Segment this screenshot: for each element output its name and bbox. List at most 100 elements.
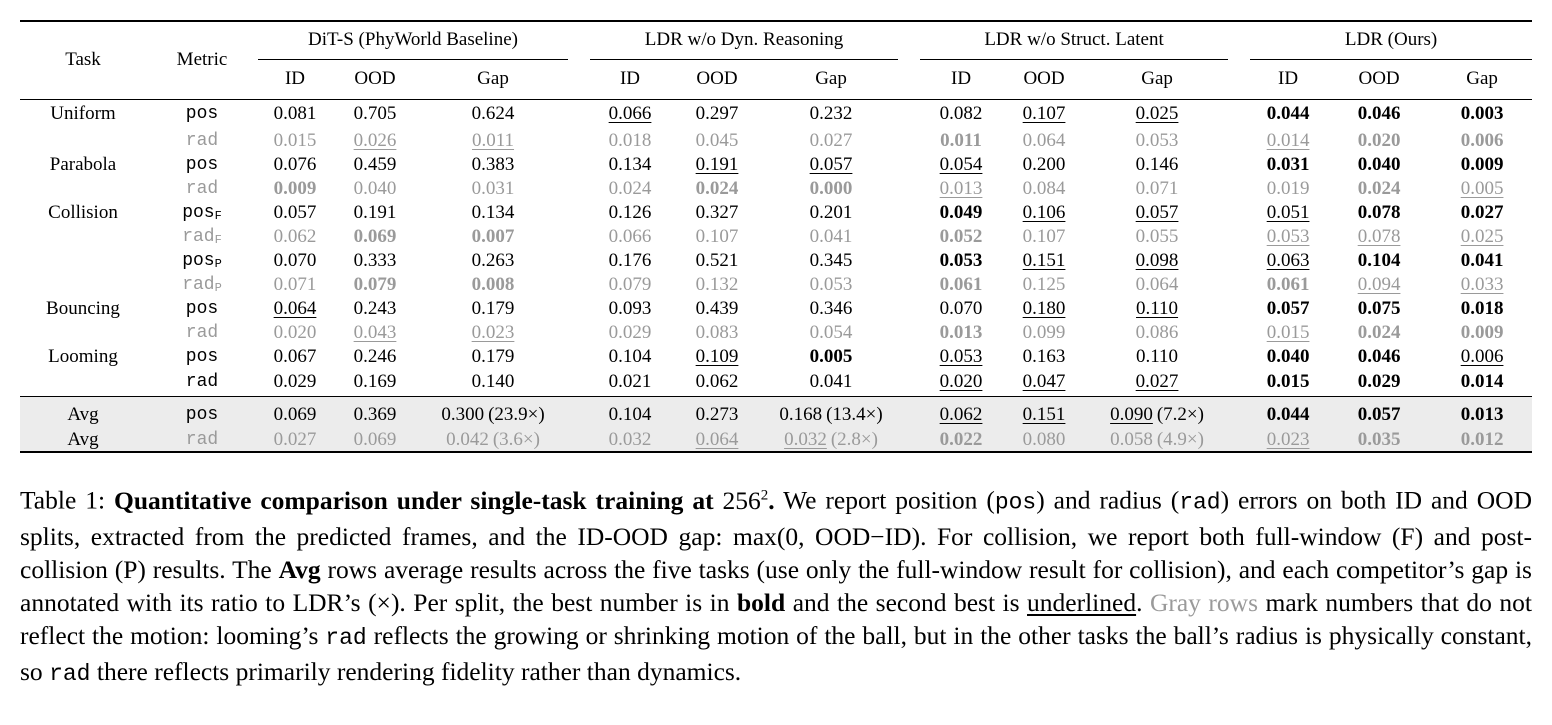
value-cell: 0.070: [939, 298, 983, 319]
subheader-gap: Gap: [1466, 68, 1498, 89]
value-cell: 0.383: [471, 154, 515, 175]
metric-name: posF: [182, 203, 222, 223]
metric-name: pos: [185, 104, 219, 125]
value-cell: 0.053: [939, 250, 983, 271]
value-cell: 0.021: [608, 371, 652, 393]
value-cell: 0.045: [695, 130, 739, 151]
value-cell: 0.107: [1022, 226, 1066, 247]
avg-row: Avg pos 0.069 0.369 0.300 (23.9×) 0.104 0.273 0.…: [20, 396, 1533, 428]
value-cell: 0.200: [1022, 154, 1066, 175]
table-row: Uniform pos 0.081 0.705 0.624 0.066 0.297 0.232…: [20, 99, 1532, 129]
value-cell: 0.009: [1460, 154, 1504, 175]
value-cell: 0.084: [1022, 178, 1066, 199]
value-cell: 0.020: [939, 371, 983, 393]
value-cell: 0.062: [695, 371, 739, 393]
metric-name: pos: [146, 396, 258, 428]
value-cell: 0.006: [1460, 130, 1504, 151]
table-row: rad 0.009 0.040 0.031 0.024 0.024 0.000 0.013 0.…: [20, 177, 1532, 201]
task-name: Avg: [20, 396, 146, 428]
value-cell: 0.079: [608, 274, 652, 295]
value-cell: 0.023: [1250, 428, 1327, 452]
metric-name: rad: [185, 179, 219, 199]
metric-name: pos: [185, 155, 219, 175]
value-cell: 0.346: [809, 298, 853, 319]
table-row: rad 0.020 0.043 0.023 0.029 0.083 0.054 0.013 0.…: [20, 321, 1532, 345]
value-cell: 0.011: [940, 130, 982, 151]
value-cell: 0.025: [1135, 103, 1179, 125]
value-cell: 0.134: [608, 154, 652, 175]
value-cell: 0.064: [273, 298, 317, 319]
value-cell: 0.031: [471, 178, 515, 199]
value-cell: 0.300 (23.9×): [418, 396, 569, 428]
metric-name: radF: [182, 227, 222, 247]
value-cell: 0.297: [695, 103, 739, 125]
value-cell: 0.082: [939, 103, 983, 125]
value-cell: 0.053: [1135, 130, 1179, 151]
code-pos: pos: [994, 489, 1037, 516]
value-cell: 0.078: [1357, 226, 1401, 247]
task-name: [20, 177, 146, 201]
metric-name: rad: [185, 323, 219, 343]
metric-name: rad: [185, 131, 219, 151]
value-cell: 0.015: [1266, 322, 1310, 343]
table-row: Collision posF 0.057 0.191 0.134 0.126 0.327 0.…: [20, 201, 1532, 225]
value-cell: 0.179: [471, 298, 515, 319]
value-cell: 0.109: [695, 346, 739, 367]
value-cell: 0.333: [353, 250, 397, 271]
value-cell: 0.027: [809, 130, 853, 151]
value-cell: 0.094: [1357, 274, 1401, 295]
value-cell: 0.201: [809, 202, 853, 223]
value-cell: 0.040: [353, 178, 397, 199]
value-cell: 0.066: [608, 103, 652, 125]
metric-name: posP: [182, 251, 222, 271]
avg-row: Avg rad 0.027 0.069 0.042 (3.6×) 0.032 0.064 0.0…: [20, 428, 1533, 452]
value-cell: 0.053: [1266, 226, 1310, 247]
value-cell: 0.049: [939, 202, 983, 223]
value-cell: 0.009: [1460, 322, 1504, 343]
task-name: Parabola: [49, 154, 117, 175]
value-cell: 0.263: [471, 250, 515, 271]
value-cell: 0.026: [353, 130, 397, 151]
value-cell: 0.064: [1135, 274, 1179, 295]
value-cell: 0.107: [695, 226, 739, 247]
value-cell: 0.043: [353, 322, 397, 343]
value-cell: 0.061: [1266, 274, 1310, 295]
task-name: [20, 273, 146, 297]
value-cell: 0.104: [1357, 250, 1401, 271]
value-cell: 0.019: [1266, 178, 1310, 199]
value-cell: 0.040: [1266, 346, 1310, 367]
value-cell: 0.024: [1357, 178, 1401, 199]
value-cell: 0.057: [809, 154, 853, 175]
value-cell: 0.029: [608, 322, 652, 343]
subheader-id: ID: [951, 68, 972, 89]
header-group-ldr: LDR (Ours): [1250, 21, 1533, 60]
value-cell: 0.057: [1266, 298, 1310, 319]
table-row: Looming pos 0.067 0.246 0.179 0.104 0.109 0.005…: [20, 345, 1532, 369]
value-cell: 0.146: [1135, 154, 1179, 175]
value-cell: 0.023: [471, 322, 515, 343]
header-group-no-struct: LDR w/o Struct. Latent: [920, 21, 1229, 60]
value-cell: 0.345: [809, 250, 853, 271]
value-cell: 0.459: [353, 154, 397, 175]
value-cell: 0.057: [273, 202, 317, 223]
value-cell: 0.033: [1460, 274, 1504, 295]
table-body: Uniform pos 0.081 0.705 0.624 0.066 0.297 0.232…: [20, 99, 1533, 452]
value-cell: 0.015: [1266, 371, 1310, 393]
value-cell: 0.054: [809, 322, 853, 343]
value-cell: 0.014: [1266, 130, 1310, 151]
subheader-id: ID: [619, 68, 641, 89]
value-cell: 0.008: [471, 274, 515, 295]
value-cell: 0.032 (2.8×): [764, 428, 899, 452]
value-cell: 0.075: [1357, 298, 1401, 319]
table-header: Task Metric DiT-S (PhyWorld Baseline) LD…: [20, 21, 1533, 99]
value-cell: 0.015: [273, 130, 317, 151]
value-cell: 0.125: [1022, 274, 1066, 295]
value-cell: 0.151: [1022, 250, 1066, 271]
value-cell: 0.521: [695, 250, 739, 271]
value-cell: 0.098: [1135, 250, 1179, 271]
value-cell: 0.273: [670, 396, 765, 428]
metric-name: pos: [185, 347, 219, 367]
subheader-ood: OOD: [354, 68, 396, 89]
value-cell: 0.078: [1357, 202, 1401, 223]
subheader-id: ID: [284, 68, 306, 89]
